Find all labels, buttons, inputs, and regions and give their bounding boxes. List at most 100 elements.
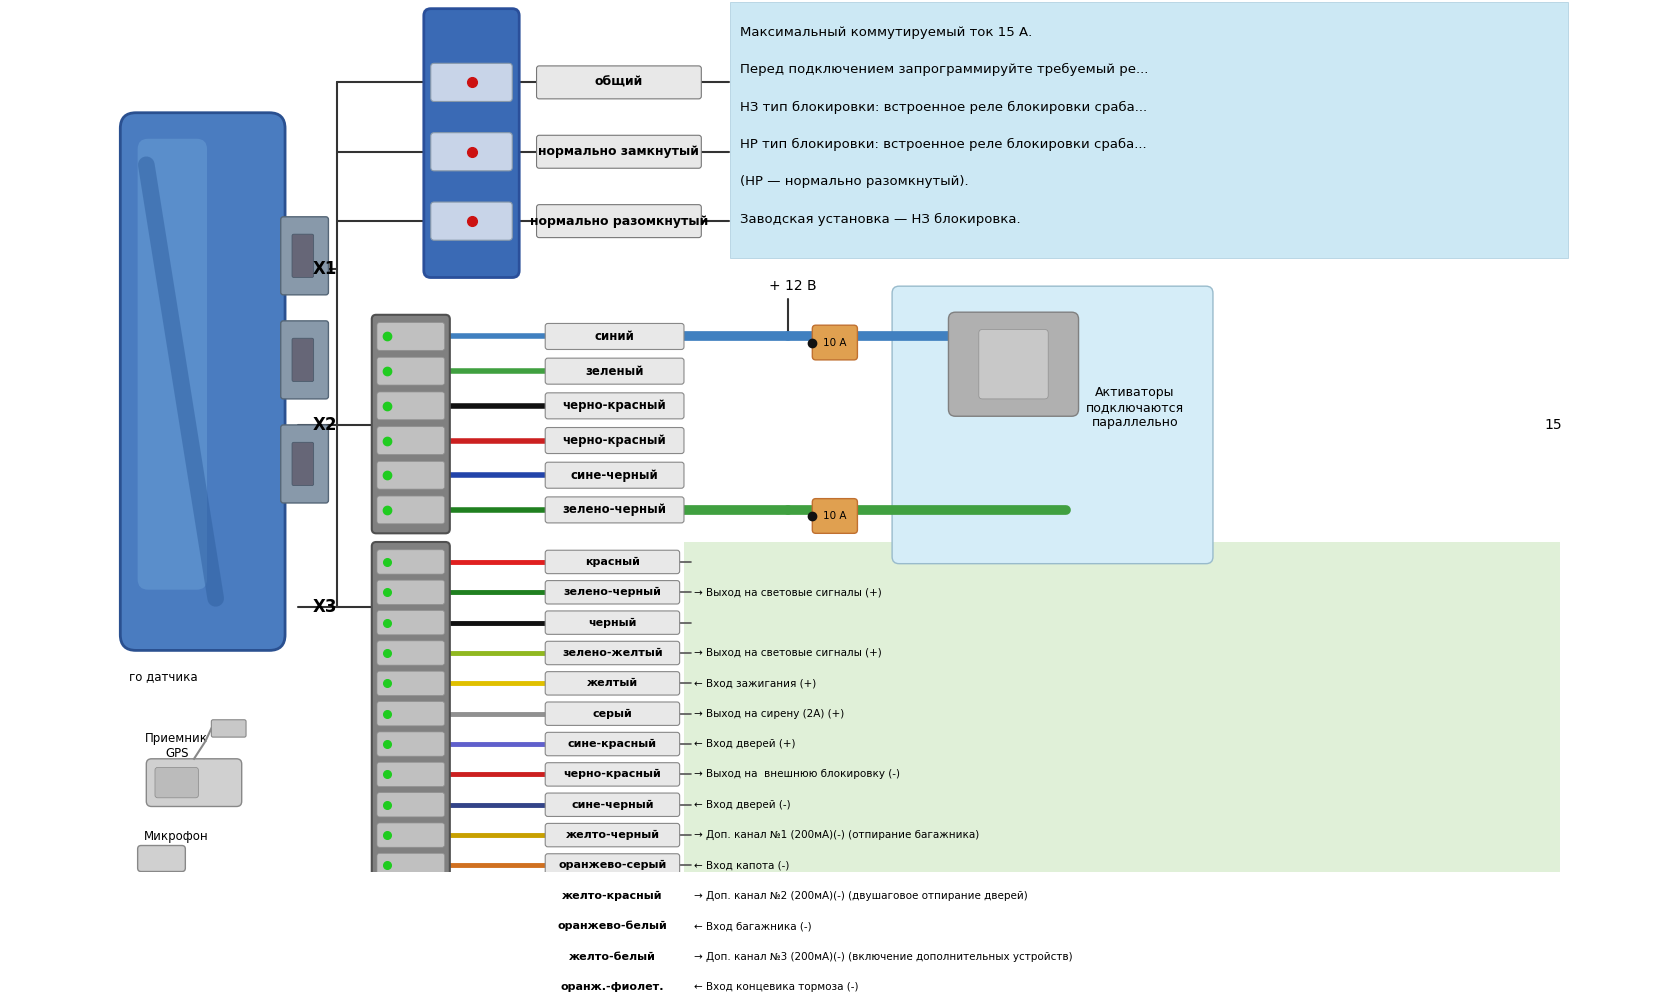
Text: зелено-черный: зелено-черный [563, 503, 667, 516]
FancyBboxPatch shape [155, 768, 198, 798]
Text: нормально разомкнутый: нормально разомкнутый [529, 214, 707, 227]
Text: → Доп. канал №1 (200мА)(-) (отпирание багажника): → Доп. канал №1 (200мА)(-) (отпирание ба… [694, 830, 979, 840]
FancyBboxPatch shape [376, 732, 445, 757]
FancyBboxPatch shape [376, 914, 445, 939]
Text: X2: X2 [312, 415, 338, 434]
FancyBboxPatch shape [138, 845, 185, 871]
FancyBboxPatch shape [544, 672, 679, 695]
Text: → Доп. канал №3 (200мА)(-) (включение дополнительных устройств): → Доп. канал №3 (200мА)(-) (включение до… [694, 952, 1072, 962]
FancyBboxPatch shape [811, 499, 857, 533]
Text: НЗ тип блокировки: встроенное реле блокировки сраба...: НЗ тип блокировки: встроенное реле блоки… [739, 101, 1147, 114]
Text: желто-белый: желто-белый [568, 952, 655, 962]
FancyBboxPatch shape [544, 641, 679, 665]
Text: → Выход на световые сигналы (+): → Выход на световые сигналы (+) [694, 588, 882, 598]
Text: желтый: желтый [586, 678, 638, 688]
FancyBboxPatch shape [376, 462, 445, 489]
FancyBboxPatch shape [292, 443, 314, 486]
FancyBboxPatch shape [212, 719, 245, 737]
FancyBboxPatch shape [376, 580, 445, 605]
Text: ← Вход дверей (-): ← Вход дверей (-) [694, 800, 791, 810]
FancyBboxPatch shape [544, 732, 679, 756]
FancyBboxPatch shape [371, 315, 450, 533]
FancyBboxPatch shape [146, 759, 242, 807]
Text: ← Вход концевика тормоза (-): ← Вход концевика тормоза (-) [694, 982, 858, 992]
Text: красный: красный [585, 557, 640, 567]
Text: 15: 15 [1542, 417, 1561, 432]
Text: оранж.-фиолет.: оранж.-фиолет. [561, 982, 664, 992]
FancyBboxPatch shape [423, 9, 519, 278]
FancyBboxPatch shape [544, 975, 679, 999]
FancyBboxPatch shape [376, 763, 445, 787]
FancyBboxPatch shape [544, 324, 684, 349]
FancyBboxPatch shape [544, 914, 679, 938]
Text: → Выход на сирену (2А) (+): → Выход на сирену (2А) (+) [694, 708, 843, 718]
Text: → Выход на  внешнюю блокировку (-): → Выход на внешнюю блокировку (-) [694, 770, 900, 780]
Text: Микрофон: Микрофон [144, 830, 208, 843]
Text: черно-красный: черно-красный [563, 399, 665, 412]
Text: го датчика: го датчика [129, 670, 198, 683]
FancyBboxPatch shape [544, 793, 679, 817]
FancyBboxPatch shape [376, 975, 445, 999]
FancyBboxPatch shape [371, 542, 450, 1006]
Text: сине-черный: сине-черный [571, 469, 659, 482]
FancyBboxPatch shape [544, 462, 684, 488]
FancyBboxPatch shape [948, 312, 1079, 416]
Text: (НР — нормально разомкнутый).: (НР — нормально разомкнутый). [739, 175, 968, 188]
FancyBboxPatch shape [544, 854, 679, 877]
FancyBboxPatch shape [536, 66, 701, 99]
FancyBboxPatch shape [376, 550, 445, 574]
FancyBboxPatch shape [376, 641, 445, 665]
FancyBboxPatch shape [292, 234, 314, 278]
Text: нормально замкнутый: нормально замкнутый [538, 145, 699, 158]
FancyBboxPatch shape [544, 550, 679, 573]
FancyBboxPatch shape [544, 358, 684, 384]
FancyBboxPatch shape [281, 425, 328, 503]
FancyBboxPatch shape [376, 611, 445, 635]
FancyBboxPatch shape [376, 323, 445, 350]
Text: оранжево-белый: оранжево-белый [558, 920, 667, 932]
Text: зелено-черный: зелено-черный [563, 588, 660, 598]
FancyBboxPatch shape [121, 113, 286, 651]
Text: + 12 В: + 12 В [768, 280, 816, 293]
Text: общий: общий [595, 75, 643, 89]
FancyBboxPatch shape [376, 945, 445, 969]
Text: желто-черный: желто-черный [564, 830, 659, 840]
FancyBboxPatch shape [376, 701, 445, 726]
Text: черно-красный: черно-красный [563, 770, 660, 780]
Text: ← Вход зажигания (+): ← Вход зажигания (+) [694, 678, 816, 688]
Text: X1: X1 [312, 260, 338, 278]
Text: оранжево-серый: оранжево-серый [558, 860, 667, 870]
Text: 10 А: 10 А [823, 511, 847, 521]
FancyBboxPatch shape [536, 135, 701, 168]
FancyBboxPatch shape [544, 497, 684, 523]
FancyBboxPatch shape [544, 580, 679, 604]
Text: черно-красный: черно-красный [563, 434, 665, 447]
FancyBboxPatch shape [544, 702, 679, 725]
FancyBboxPatch shape [544, 392, 684, 418]
FancyBboxPatch shape [376, 853, 445, 877]
FancyBboxPatch shape [292, 338, 314, 381]
Text: ← Вход дверей (+): ← Вход дверей (+) [694, 739, 795, 749]
Text: Максимальный коммутируемый ток 15 А.: Максимальный коммутируемый ток 15 А. [739, 26, 1032, 39]
FancyBboxPatch shape [544, 763, 679, 786]
FancyBboxPatch shape [978, 330, 1048, 399]
Text: сине-красный: сине-красный [568, 739, 657, 749]
FancyBboxPatch shape [430, 202, 512, 240]
FancyBboxPatch shape [376, 392, 445, 420]
Bar [729, 2, 1567, 258]
FancyBboxPatch shape [138, 139, 207, 590]
Text: ← Вход багажника (-): ← Вход багажника (-) [694, 921, 811, 932]
Text: → Выход на световые сигналы (+): → Выход на световые сигналы (+) [694, 648, 882, 658]
Text: ← Вход капота (-): ← Вход капота (-) [694, 860, 790, 870]
Bar [684, 542, 1559, 1006]
FancyBboxPatch shape [376, 496, 445, 524]
FancyBboxPatch shape [376, 883, 445, 908]
Text: серый: серый [593, 708, 632, 718]
Text: зелено-желтый: зелено-желтый [561, 648, 662, 658]
FancyBboxPatch shape [544, 428, 684, 454]
Text: желто-красный: желто-красный [561, 890, 662, 900]
FancyBboxPatch shape [281, 217, 328, 295]
Text: сине-черный: сине-черный [571, 800, 654, 810]
FancyBboxPatch shape [281, 321, 328, 399]
Text: Перед подключением запрограммируйте требуемый ре...: Перед подключением запрограммируйте треб… [739, 63, 1147, 76]
